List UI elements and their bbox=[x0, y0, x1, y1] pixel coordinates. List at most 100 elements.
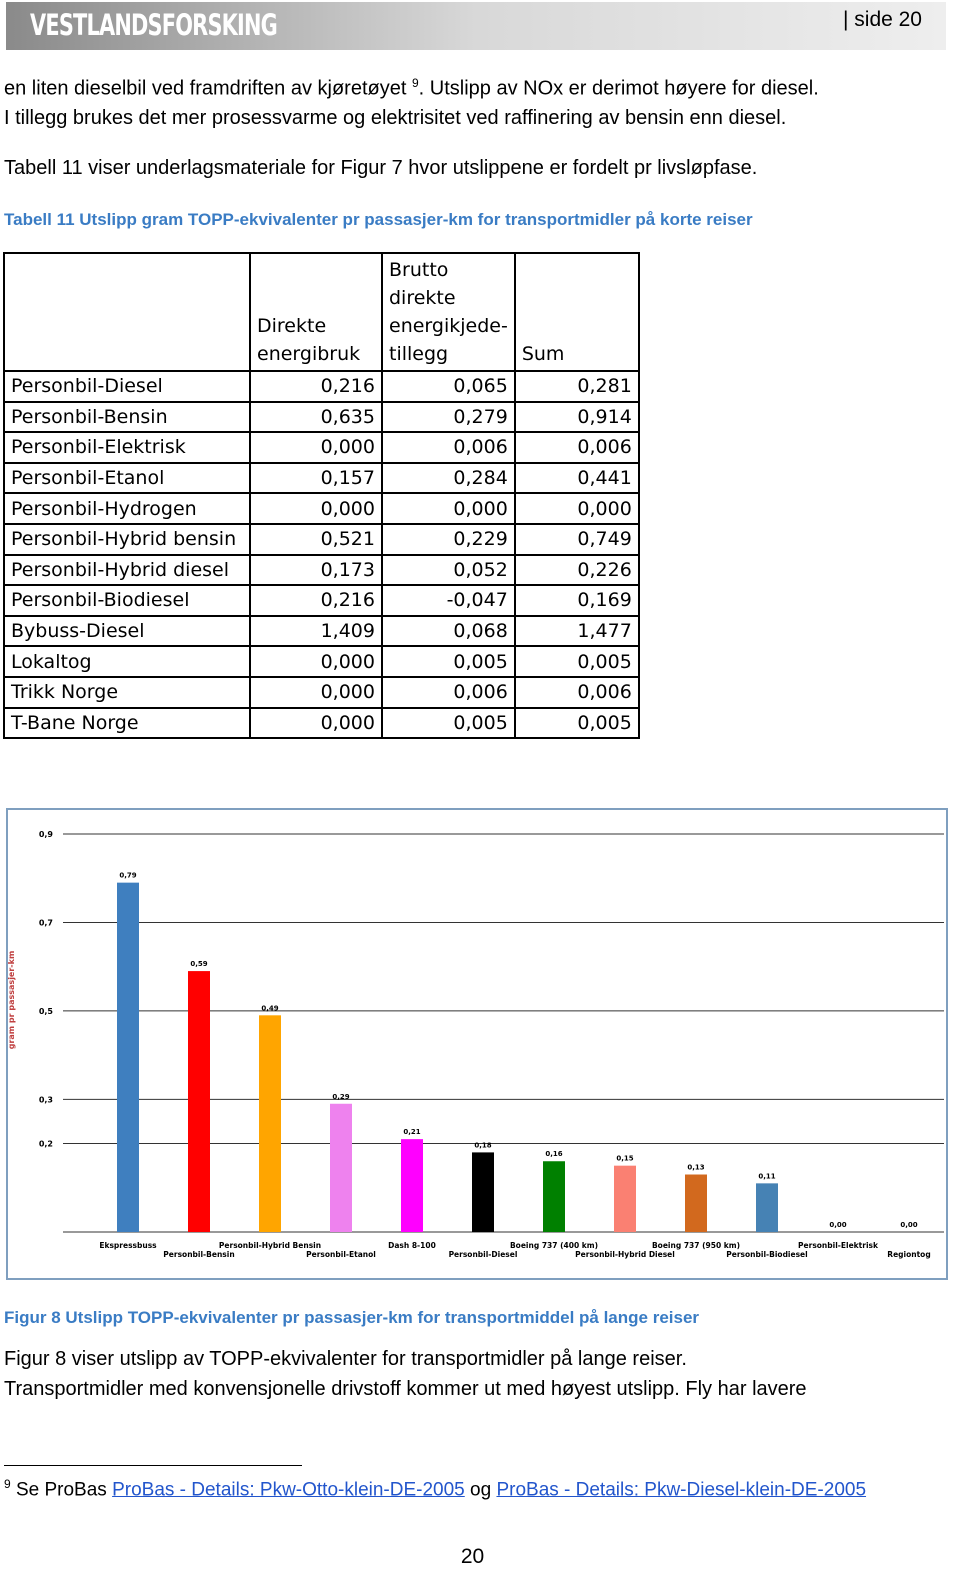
number-cell: 0,006 bbox=[513, 431, 640, 464]
number-cell: 0,000 bbox=[249, 706, 383, 740]
x-tick-label: Ekspressbuss bbox=[99, 1241, 157, 1250]
label-cell: Personbil-Biodiesel bbox=[3, 584, 251, 617]
table-row: Personbil-Elektrisk 0,000 0,006 0,006 bbox=[3, 431, 640, 464]
value-label: 0,59 bbox=[190, 960, 207, 968]
header-cell: Sum bbox=[513, 252, 640, 372]
footnote-mark: 9 bbox=[4, 1477, 11, 1491]
number-cell: 0,000 bbox=[249, 675, 383, 709]
number-cell: -0,047 bbox=[381, 584, 516, 617]
number-cell: 0,005 bbox=[513, 706, 640, 740]
text: en liten dieselbil ved framdriften av kj… bbox=[4, 77, 412, 100]
number-cell: 0,000 bbox=[249, 645, 383, 678]
figure-caption: Figur 8 Utslipp TOPP-ekvivalenter pr pas… bbox=[4, 1308, 700, 1327]
number-cell: 1,477 bbox=[513, 614, 640, 648]
number-cell: 0,226 bbox=[513, 553, 640, 587]
paragraph: Tabell 11 viser underlagsmateriale for F… bbox=[4, 157, 758, 179]
x-tick-label: Personbil-Hybrid Diesel bbox=[575, 1250, 675, 1259]
paragraph: I tillegg brukes det mer prosessvarme og… bbox=[4, 107, 787, 129]
table-row: Trikk Norge 0,000 0,006 0,006 bbox=[3, 675, 640, 709]
footnote-ref: 9 bbox=[411, 76, 419, 90]
number-cell: 0,068 bbox=[381, 614, 516, 648]
number-cell: 0,006 bbox=[381, 431, 516, 464]
label-cell: Personbil-Bensin bbox=[3, 400, 251, 434]
y-axis-label: gram pr passasjer-km bbox=[8, 951, 16, 1050]
table-row: Personbil-Biodiesel 0,216 -0,047 0,169 bbox=[3, 584, 640, 617]
label-cell: Bybuss-Diesel bbox=[3, 614, 251, 648]
logo: VESTLANDSFORSKING bbox=[30, 8, 278, 42]
y-tick-label: 0,5 bbox=[39, 1007, 54, 1016]
chart-frame bbox=[6, 808, 948, 1280]
x-tick-label: Personbil-Elektrisk bbox=[798, 1241, 879, 1250]
x-tick-label: Boeing 737 (400 km) bbox=[510, 1241, 598, 1250]
table-caption: Tabell 11 Utslipp gram TOPP-ekvivalenter… bbox=[4, 210, 753, 229]
number-cell: 0,000 bbox=[249, 492, 383, 525]
number-cell: 0,635 bbox=[249, 400, 383, 434]
number-cell: 0,005 bbox=[381, 706, 516, 740]
text: . Utslipp av NOx er derimot høyere for d… bbox=[418, 77, 819, 100]
header-cell bbox=[3, 252, 251, 372]
bar bbox=[756, 1183, 778, 1232]
link[interactable]: ProBas - Details: Pkw-Diesel-klein-DE-20… bbox=[496, 1479, 867, 1501]
label-cell: Trikk Norge bbox=[3, 675, 251, 709]
bar bbox=[472, 1152, 494, 1232]
chart: gram pr passasjer-km 0,9 0,7 0,5 0,3 0,2 0,79… bbox=[8, 830, 944, 1259]
header-cell: Brutto direkte energikjede-tillegg bbox=[381, 252, 516, 372]
number-cell: 0,006 bbox=[513, 675, 640, 709]
bar bbox=[401, 1139, 423, 1232]
footnote: 9 Se ProBas ProBas - Details: Pkw-Otto-k… bbox=[4, 1472, 924, 1502]
value-label: 0,49 bbox=[261, 1004, 278, 1012]
number-cell: 0,229 bbox=[381, 522, 516, 556]
value-label: 0,29 bbox=[332, 1093, 349, 1101]
value-label: 0,11 bbox=[758, 1172, 775, 1180]
paragraph: Figur 8 viser utslipp av TOPP-ekvivalent… bbox=[4, 1348, 687, 1370]
table-row: Personbil-Hydrogen 0,000 0,000 0,000 bbox=[3, 492, 640, 525]
table-row: Bybuss-Diesel 1,409 0,068 1,477 bbox=[3, 614, 640, 648]
table-row: Personbil-Bensin 0,635 0,279 0,914 bbox=[3, 400, 640, 434]
number-cell: 0,005 bbox=[381, 645, 516, 678]
link[interactable]: ProBas - Details: Pkw-Otto-klein-DE-2005 bbox=[112, 1479, 465, 1501]
y-tick-label: 0,7 bbox=[39, 918, 53, 927]
table-row: Lokaltog 0,000 0,005 0,005 bbox=[3, 645, 640, 678]
number-cell: 0,173 bbox=[249, 553, 383, 587]
bar bbox=[614, 1165, 636, 1232]
x-tick-label: Personbil-Biodiesel bbox=[726, 1250, 807, 1259]
number-cell: 0,000 bbox=[249, 431, 383, 464]
number-cell: 0,216 bbox=[249, 584, 383, 617]
y-tick-label: 0,3 bbox=[39, 1095, 53, 1104]
value-label: 0,79 bbox=[119, 872, 136, 880]
label-cell: T-Bane Norge bbox=[3, 706, 251, 740]
y-tick-label: 0,2 bbox=[39, 1140, 53, 1149]
value-label: 0,00 bbox=[829, 1221, 846, 1229]
x-tick-label: Personbil-Diesel bbox=[449, 1250, 518, 1259]
label-cell: Personbil-Diesel bbox=[3, 370, 251, 403]
value-label: 0,16 bbox=[545, 1150, 562, 1158]
bar bbox=[117, 882, 139, 1232]
number-cell: 0,749 bbox=[513, 522, 640, 556]
value-label: 0,21 bbox=[403, 1128, 420, 1136]
value-label: 0,15 bbox=[616, 1155, 633, 1163]
number-cell: 0,000 bbox=[513, 492, 640, 525]
x-tick-label: Personbil-Bensin bbox=[163, 1250, 234, 1259]
bar bbox=[685, 1174, 707, 1232]
header-bar bbox=[6, 2, 946, 50]
number-cell: 0,052 bbox=[381, 553, 516, 587]
value-label: 0,13 bbox=[687, 1164, 704, 1172]
header-cell: Direkte energibruk bbox=[249, 252, 383, 372]
paragraph: en liten dieselbil ved framdriften av kj… bbox=[4, 76, 819, 101]
text: og bbox=[464, 1479, 497, 1501]
x-tick-label: Dash 8-100 bbox=[388, 1241, 436, 1250]
number-cell: 0,441 bbox=[513, 461, 640, 495]
page-number: 20 bbox=[460, 1545, 485, 1568]
number-cell: 0,000 bbox=[381, 492, 516, 525]
bar bbox=[543, 1161, 565, 1232]
page-label: | side 20 bbox=[842, 8, 922, 31]
bar bbox=[259, 1015, 281, 1232]
value-label: 0,18 bbox=[474, 1141, 491, 1149]
table-row: T-Bane Norge 0,000 0,005 0,005 bbox=[3, 706, 640, 740]
bar bbox=[188, 971, 210, 1232]
table-row: Personbil-Hybrid bensin 0,521 0,229 0,749 bbox=[3, 522, 640, 556]
number-cell: 0,157 bbox=[249, 461, 383, 495]
number-cell: 0,281 bbox=[513, 370, 640, 403]
table-row: Personbil-Hybrid diesel 0,173 0,052 0,226 bbox=[3, 553, 640, 587]
number-cell: 0,279 bbox=[381, 400, 516, 434]
